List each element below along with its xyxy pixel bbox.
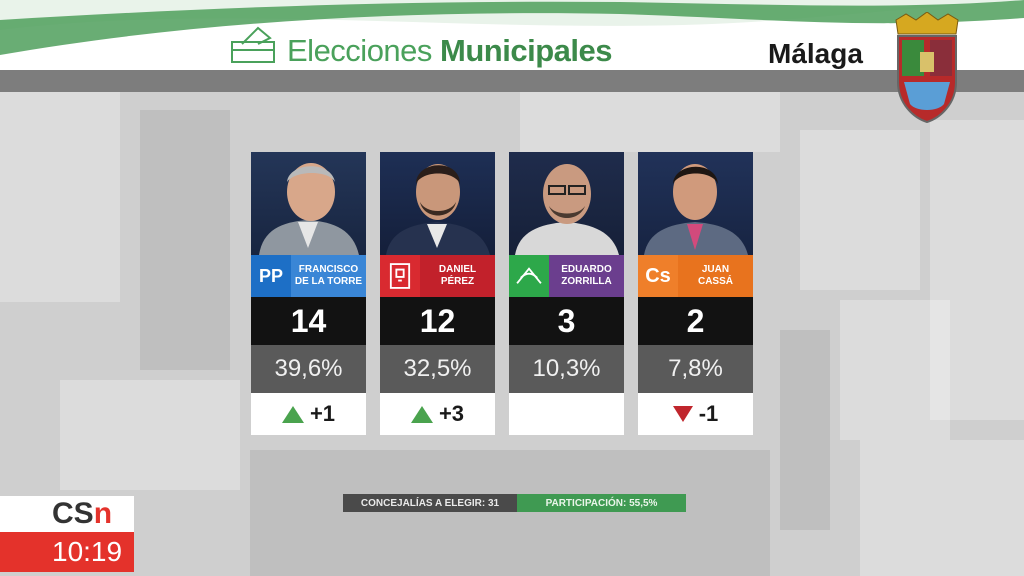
channel-bug: CS n 10:19 bbox=[0, 496, 134, 576]
seats-count: 2 bbox=[638, 297, 753, 345]
seat-change: -1 bbox=[638, 393, 753, 435]
candidate-name: JUAN CASSÁ bbox=[697, 264, 733, 287]
triangle-up-icon bbox=[281, 405, 304, 423]
party-band: DANIEL PÉREZ bbox=[380, 255, 495, 297]
seats-count: 14 bbox=[251, 297, 366, 345]
triangle-down-icon bbox=[672, 406, 693, 422]
vote-percent: 32,5% bbox=[380, 345, 495, 393]
participation: PARTICIPACIÓN: 55,5% bbox=[517, 494, 686, 512]
header-divider bbox=[0, 70, 1024, 92]
candidate-photo bbox=[638, 152, 753, 255]
vote-percent: 7,8% bbox=[638, 345, 753, 393]
triangle-up-icon bbox=[410, 405, 433, 423]
candidate-name: DANIEL PÉREZ bbox=[438, 264, 477, 287]
party-band: PP FRANCISCO DE LA TORRE bbox=[251, 255, 366, 297]
info-bar: CONCEJALÍAS A ELEGIR: 31 PARTICIPACIÓN: … bbox=[343, 494, 686, 512]
header-wave bbox=[0, 0, 1024, 70]
candidate-card: PP FRANCISCO DE LA TORRE 14 39,6% +1 bbox=[251, 152, 366, 435]
clock: 10:19 bbox=[0, 532, 134, 572]
psoe-logo-icon bbox=[380, 255, 420, 297]
candidate-photo bbox=[251, 152, 366, 255]
page-title: Elecciones Municipales bbox=[287, 33, 612, 69]
party-band: EDUARDO ZORRILLA bbox=[509, 255, 624, 297]
city-name: Málaga bbox=[768, 38, 863, 69]
candidate-name: FRANCISCO DE LA TORRE bbox=[294, 264, 363, 287]
vote-percent: 10,3% bbox=[509, 345, 624, 393]
seats-to-elect: CONCEJALÍAS A ELEGIR: 31 bbox=[343, 494, 517, 512]
candidate-photo bbox=[509, 152, 624, 255]
candidate-name: EDUARDO ZORRILLA bbox=[561, 264, 612, 287]
pp-logo-icon: PP bbox=[251, 255, 291, 297]
seat-change bbox=[509, 393, 624, 435]
city-crest-icon bbox=[895, 12, 959, 124]
seats-count: 12 bbox=[380, 297, 495, 345]
seats-count: 3 bbox=[509, 297, 624, 345]
candidate-card: DANIEL PÉREZ 12 32,5% +3 bbox=[380, 152, 495, 435]
candidate-card: EDUARDO ZORRILLA 3 10,3% bbox=[509, 152, 624, 435]
cs-logo-icon: Cs bbox=[638, 255, 678, 297]
candidate-card: Cs JUAN CASSÁ 2 7,8% -1 bbox=[638, 152, 753, 435]
vote-percent: 39,6% bbox=[251, 345, 366, 393]
title-bold: Municipales bbox=[440, 33, 612, 68]
seat-change: +3 bbox=[380, 393, 495, 435]
adelante-logo-icon bbox=[509, 255, 549, 297]
header: Elecciones Municipales Málaga bbox=[0, 0, 1024, 70]
ballot-box-icon bbox=[231, 26, 275, 63]
title-light: Elecciones bbox=[287, 33, 432, 68]
candidate-photo bbox=[380, 152, 495, 255]
party-band: Cs JUAN CASSÁ bbox=[638, 255, 753, 297]
seat-change: +1 bbox=[251, 393, 366, 435]
channel-logo: CS n bbox=[0, 496, 134, 532]
